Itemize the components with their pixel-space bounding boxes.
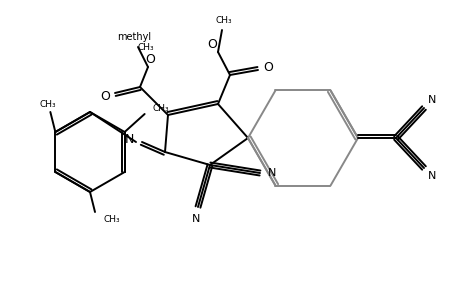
Text: O: O xyxy=(100,89,110,103)
Text: methyl: methyl xyxy=(117,32,151,42)
Text: O: O xyxy=(263,61,272,74)
Text: N: N xyxy=(124,133,134,146)
Text: N: N xyxy=(267,168,275,178)
Text: CH₃: CH₃ xyxy=(39,100,56,109)
Text: CH₃: CH₃ xyxy=(137,43,154,52)
Text: CH₃: CH₃ xyxy=(215,16,232,25)
Text: N: N xyxy=(427,171,435,181)
Text: N: N xyxy=(191,214,200,224)
Text: CH₃: CH₃ xyxy=(104,215,120,224)
Text: N: N xyxy=(427,95,435,105)
Text: O: O xyxy=(207,38,217,50)
Text: O: O xyxy=(145,52,155,65)
Text: CH₃: CH₃ xyxy=(152,103,169,112)
